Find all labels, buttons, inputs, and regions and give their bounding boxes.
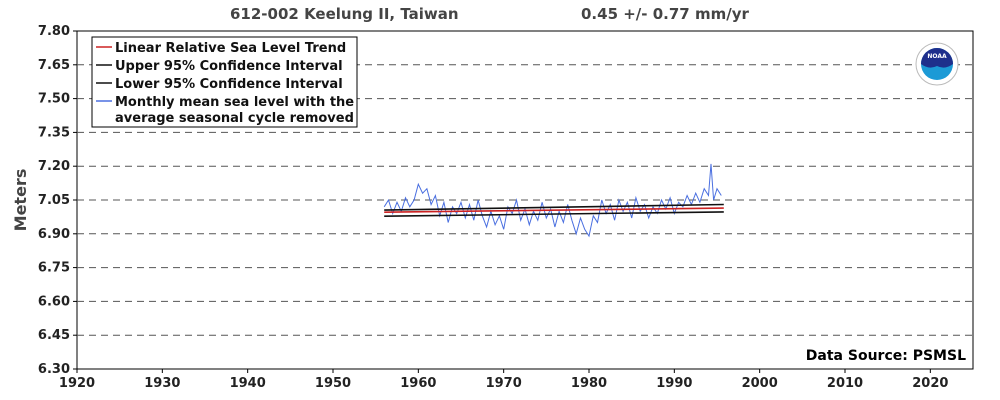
x-tick-label: 1940 [230,376,266,391]
y-tick-label: 7.50 [38,92,70,107]
y-tick-label: 6.30 [38,362,70,377]
y-tick-label: 7.35 [38,125,70,140]
chart-title: 612-002 Keelung II, Taiwan [230,5,459,23]
x-tick-label: 1970 [486,376,522,391]
legend-label-monthly-line1: Monthly mean sea level with the [115,95,354,110]
legend: Linear Relative Sea Level Trend Upper 95… [91,36,359,128]
series-trend-line [384,207,724,213]
legend-label-upper: Upper 95% Confidence Interval [115,59,343,74]
x-tick-label: 1950 [315,376,351,391]
x-tick-label: 2010 [827,376,863,391]
x-tick-label: 1920 [59,376,95,391]
y-tick-label: 6.75 [38,261,70,276]
x-tick-label: 1990 [656,376,692,391]
x-tick-label: 1980 [571,376,607,391]
legend-label-trend: Linear Relative Sea Level Trend [115,41,346,56]
y-tick-label: 7.20 [38,159,70,174]
x-tick-label: 1930 [144,376,180,391]
x-tick-label: 2020 [912,376,948,391]
y-tick-label: 7.05 [38,193,70,208]
y-tick-label: 7.80 [38,24,70,39]
data-source-label: Data Source: PSMSL [806,348,966,364]
trend-rate-text: 0.45 +/- 0.77 mm/yr [581,5,749,23]
noaa-logo: NOAA [915,42,959,86]
y-axis-ticks: 7.80 7.65 7.50 7.35 7.20 7.05 6.90 6.75 6.60 6.45… [38,24,77,377]
y-tick-label: 6.60 [38,294,70,309]
legend-label-monthly-line2: average seasonal cycle removed [115,111,354,126]
y-tick-label: 7.65 [38,58,70,73]
series-layer [383,163,724,238]
series-upper-line [384,203,724,211]
logo-bird [921,48,953,68]
x-tick-label: 1960 [400,376,436,391]
legend-label-lower: Lower 95% Confidence Interval [115,77,343,92]
y-tick-label: 6.90 [38,227,70,242]
legend-box [91,36,358,128]
x-tick-label: 2000 [742,376,778,391]
y-tick-label: 6.45 [38,328,70,343]
series-lower-line [384,211,724,217]
y-axis-label: Meters [11,169,30,232]
legend-label-monthly: Monthly mean sea level with the average … [115,95,359,126]
x-axis-ticks: 1920 1930 1940 1950 1960 1970 1980 1990 2000 2010… [59,369,948,391]
logo-text: NOAA [927,53,947,60]
